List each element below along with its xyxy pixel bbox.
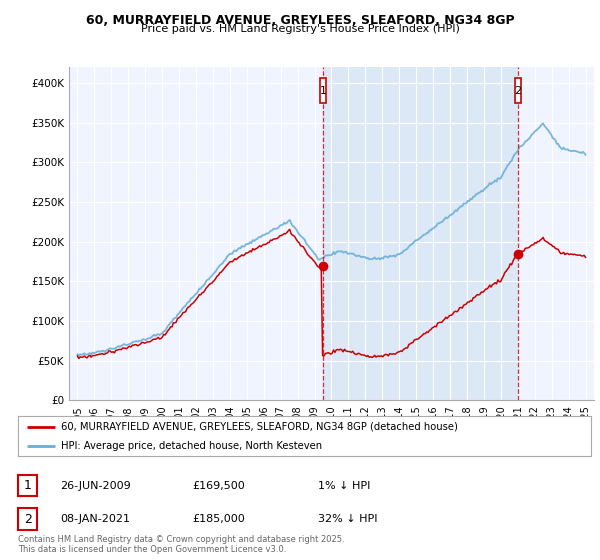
Text: 2: 2 [515, 86, 521, 96]
Text: 08-JAN-2021: 08-JAN-2021 [60, 514, 130, 524]
FancyBboxPatch shape [320, 78, 326, 103]
Text: 60, MURRAYFIELD AVENUE, GREYLEES, SLEAFORD, NG34 8GP (detached house): 60, MURRAYFIELD AVENUE, GREYLEES, SLEAFO… [61, 422, 458, 432]
Text: £169,500: £169,500 [192, 480, 245, 491]
Bar [323, 67, 518, 400]
FancyBboxPatch shape [515, 78, 521, 103]
Text: £185,000: £185,000 [192, 514, 245, 524]
Text: 26-JUN-2009: 26-JUN-2009 [60, 480, 131, 491]
Text: 1% ↓ HPI: 1% ↓ HPI [318, 480, 370, 491]
Text: 32% ↓ HPI: 32% ↓ HPI [318, 514, 377, 524]
Text: 60, MURRAYFIELD AVENUE, GREYLEES, SLEAFORD, NG34 8GP: 60, MURRAYFIELD AVENUE, GREYLEES, SLEAFO… [86, 14, 514, 27]
Text: 2: 2 [23, 512, 32, 526]
Text: 1: 1 [319, 86, 326, 96]
Text: HPI: Average price, detached house, North Kesteven: HPI: Average price, detached house, Nort… [61, 441, 322, 450]
Text: 1: 1 [23, 479, 32, 492]
Text: Contains HM Land Registry data © Crown copyright and database right 2025.
This d: Contains HM Land Registry data © Crown c… [18, 535, 344, 554]
Text: Price paid vs. HM Land Registry's House Price Index (HPI): Price paid vs. HM Land Registry's House … [140, 24, 460, 34]
